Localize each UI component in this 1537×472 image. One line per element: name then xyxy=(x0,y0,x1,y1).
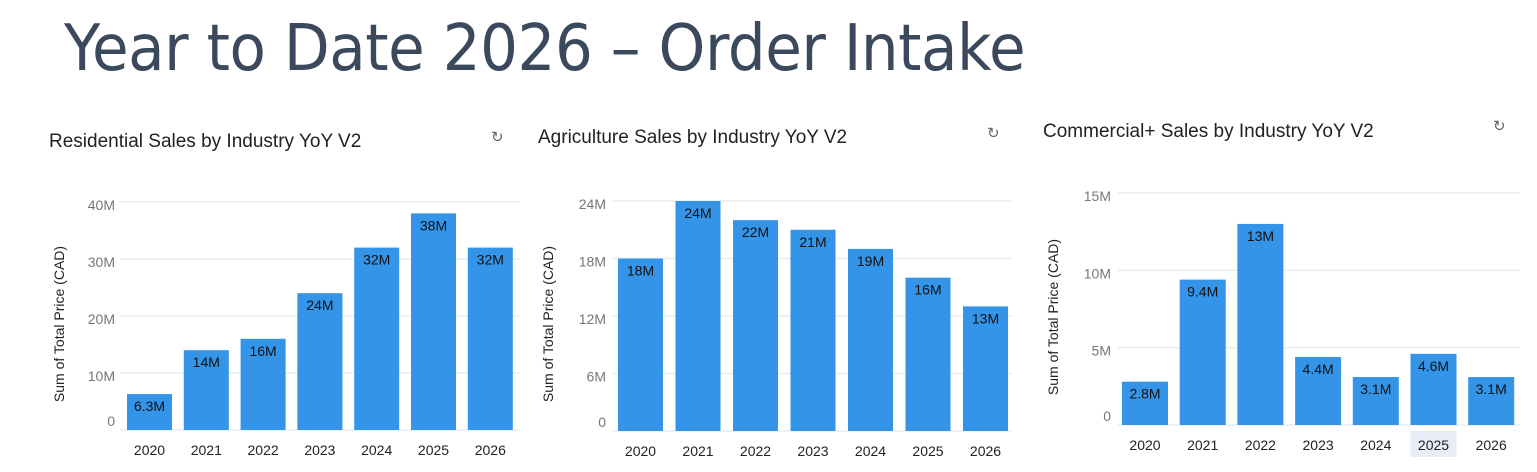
page-title: Year to Date 2026 – Order Intake xyxy=(64,12,1026,86)
data-label: 16M xyxy=(914,282,941,298)
bar-2022 xyxy=(733,220,778,431)
y-axis-label: Sum of Total Price (CAD) xyxy=(1045,239,1061,395)
bar-2023 xyxy=(1295,356,1342,425)
data-label: 38M xyxy=(420,217,447,233)
bar-2026 xyxy=(467,247,513,430)
bar-2025 xyxy=(1410,353,1457,425)
y-tick-label: 0 xyxy=(1103,408,1111,424)
data-label: 6.3M xyxy=(134,398,165,414)
bar-2020 xyxy=(127,394,172,430)
x-tick-label: 2020 xyxy=(1129,437,1160,453)
refresh-icon[interactable]: ↻ xyxy=(491,129,504,146)
x-tick-label: 2022 xyxy=(740,443,771,459)
y-tick-label: 10M xyxy=(1084,265,1111,281)
y-tick-label: 24M xyxy=(579,196,606,212)
data-label: 4.6M xyxy=(1418,358,1449,374)
data-label: 13M xyxy=(1247,228,1274,244)
x-tick-label: 2020 xyxy=(625,443,656,459)
data-label: 22M xyxy=(742,224,769,240)
x-tick-label: 2025 xyxy=(418,442,449,458)
data-label: 19M xyxy=(857,253,884,269)
data-label: 14M xyxy=(193,354,220,370)
data-label: 3.1M xyxy=(1476,381,1507,397)
data-label: 3.1M xyxy=(1360,381,1391,397)
x-tick-label: 2026 xyxy=(475,442,506,458)
x-tick-label: 2021 xyxy=(191,442,222,458)
data-label: 24M xyxy=(684,205,711,221)
data-label: 21M xyxy=(799,234,826,250)
y-tick-label: 20M xyxy=(88,311,115,327)
y-axis-label: Sum of Total Price (CAD) xyxy=(51,246,67,402)
chart-title: Agriculture Sales by Industry YoY V2 xyxy=(538,127,848,148)
data-label: 2.8M xyxy=(1129,386,1160,402)
y-tick-label: 15M xyxy=(1084,188,1111,204)
x-tick-label: 2021 xyxy=(682,443,713,459)
data-label: 4.4M xyxy=(1303,361,1334,377)
x-tick-label: 2023 xyxy=(304,442,335,458)
y-tick-label: 0 xyxy=(598,414,606,430)
x-tick-label: 2022 xyxy=(248,442,279,458)
y-tick-label: 18M xyxy=(579,254,606,270)
data-label: 9.4M xyxy=(1187,284,1218,300)
y-tick-label: 12M xyxy=(579,311,606,327)
bar-2020 xyxy=(618,258,663,431)
x-label-highlight xyxy=(1410,431,1457,457)
bar-2024 xyxy=(1352,377,1399,425)
x-tick-label: 2020 xyxy=(134,442,165,458)
x-tick-label: 2024 xyxy=(361,442,392,458)
x-tick-label: 2021 xyxy=(1187,437,1218,453)
bar-2026 xyxy=(1468,377,1515,425)
bar-2022 xyxy=(1237,223,1284,425)
bar-2025 xyxy=(411,213,456,430)
y-tick-label: 10M xyxy=(88,368,115,384)
y-axis-label: Sum of Total Price (CAD) xyxy=(540,246,556,402)
x-tick-label: 2022 xyxy=(1245,437,1276,453)
data-label: 24M xyxy=(306,297,333,313)
data-label: 13M xyxy=(972,310,999,326)
bar-2024 xyxy=(848,248,893,431)
x-tick-label: 2025 xyxy=(1418,437,1449,453)
bar-2022 xyxy=(240,338,286,430)
bar-2025 xyxy=(905,277,951,431)
bar-2020 xyxy=(1122,381,1168,425)
x-tick-label: 2023 xyxy=(797,443,828,459)
bar-2024 xyxy=(354,247,400,430)
refresh-icon[interactable]: ↻ xyxy=(1493,118,1506,135)
x-tick-label: 2026 xyxy=(1476,437,1507,453)
y-tick-label: 5M xyxy=(1092,343,1111,359)
x-tick-label: 2023 xyxy=(1303,437,1334,453)
data-label: 16M xyxy=(249,343,276,359)
data-label: 18M xyxy=(627,263,654,279)
bar-2021 xyxy=(183,350,229,430)
chart-title: Commercial+ Sales by Industry YoY V2 xyxy=(1043,121,1374,142)
data-label: 32M xyxy=(363,252,390,268)
bar-2021 xyxy=(675,201,721,431)
bar-2026 xyxy=(963,306,1008,431)
y-tick-label: 40M xyxy=(88,197,115,213)
x-tick-label: 2024 xyxy=(1360,437,1391,453)
y-tick-label: 30M xyxy=(88,254,115,270)
x-tick-label: 2026 xyxy=(970,443,1001,459)
bar-2023 xyxy=(297,293,343,430)
bar-2023 xyxy=(790,229,836,431)
y-tick-label: 0 xyxy=(107,413,115,429)
bar-2021 xyxy=(1179,279,1226,425)
refresh-icon[interactable]: ↻ xyxy=(987,125,1000,142)
x-tick-label: 2025 xyxy=(912,443,943,459)
y-tick-label: 6M xyxy=(587,369,606,385)
x-tick-label: 2024 xyxy=(855,443,886,459)
chart-title: Residential Sales by Industry YoY V2 xyxy=(49,131,362,152)
data-label: 32M xyxy=(477,252,504,268)
